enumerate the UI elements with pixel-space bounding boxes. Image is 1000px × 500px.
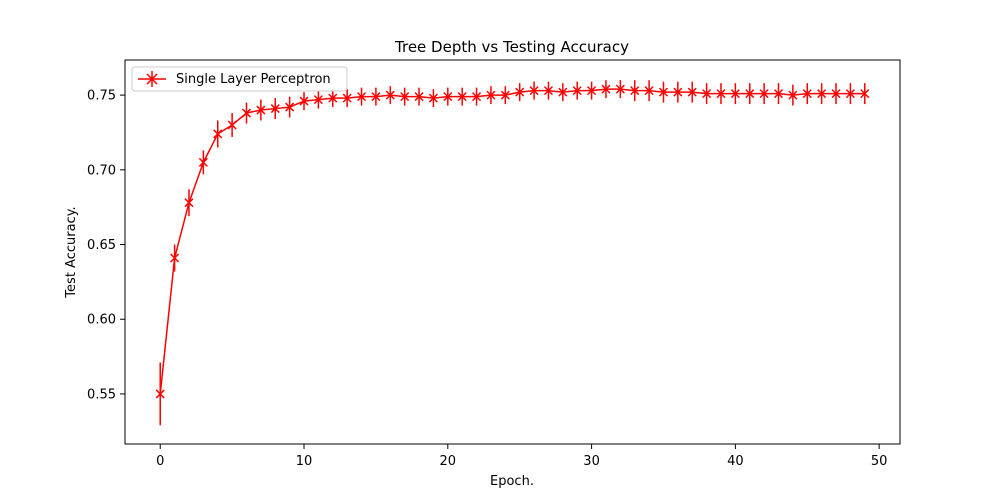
data-point-marker [788, 90, 798, 100]
data-point-marker [428, 93, 438, 103]
plot-area-frame [124, 59, 901, 445]
data-point-marker [673, 87, 683, 97]
data-point-marker [184, 198, 194, 208]
data-point-marker [486, 90, 496, 100]
data-point-marker [702, 89, 712, 99]
data-point-marker [515, 87, 525, 97]
data-point-marker [587, 86, 597, 96]
data-point-marker [414, 92, 424, 102]
y-tick-label: 0.55 [87, 387, 116, 402]
data-point-marker [155, 389, 165, 399]
data-point-marker [730, 89, 740, 99]
data-point-marker [170, 253, 180, 263]
x-axis: 0 10 20 30 40 50 [156, 444, 887, 469]
legend: Single Layer Perceptron [131, 66, 348, 92]
data-point-marker [472, 92, 482, 102]
data-point-marker [630, 86, 640, 96]
data-point-marker [615, 84, 625, 94]
data-point-marker [241, 108, 252, 118]
data-point-marker [356, 92, 367, 102]
series-layer [155, 80, 870, 426]
data-point-marker [500, 90, 510, 100]
data-point-marker [543, 86, 553, 96]
data-point-marker [716, 89, 726, 99]
x-tick-label: 30 [583, 454, 600, 469]
data-point-marker [198, 157, 208, 167]
series-line [159, 88, 865, 395]
y-tick-label: 0.60 [87, 313, 116, 328]
y-axis-label: Test Accuracy. [64, 206, 79, 298]
x-tick-label: 20 [440, 454, 457, 469]
y-axis: 0.55 0.60 0.65 0.70 0.75 [87, 89, 125, 402]
x-tick-label: 0 [156, 454, 164, 469]
data-point-marker [558, 87, 568, 97]
data-point-marker [529, 86, 539, 96]
x-tick-label: 10 [296, 454, 313, 469]
y-tick-label: 0.75 [87, 89, 116, 104]
data-point-marker [845, 89, 855, 99]
x-tick-label: 40 [727, 454, 744, 469]
data-point-marker [860, 89, 870, 99]
data-point-marker [601, 84, 611, 94]
data-point-marker [457, 92, 467, 102]
data-point-marker [759, 89, 769, 99]
data-point-marker [572, 86, 582, 96]
data-point-marker [227, 120, 237, 130]
data-point-marker [313, 95, 323, 105]
data-point-marker [817, 89, 827, 99]
x-axis-label: Epoch. [490, 474, 534, 489]
data-point-marker [443, 92, 453, 102]
legend-marker-swatch [146, 73, 158, 85]
data-point-marker [658, 87, 669, 97]
data-point-marker [773, 89, 784, 99]
data-point-marker [213, 129, 223, 139]
data-point-marker [644, 86, 654, 96]
data-point-marker [802, 89, 812, 99]
data-point-marker [371, 92, 381, 102]
data-point-marker [299, 96, 309, 106]
y-tick-label: 0.70 [87, 163, 116, 178]
legend-label: Single Layer Perceptron [176, 72, 331, 87]
data-point-marker [687, 87, 697, 97]
chart-title: Tree Depth vs Testing Accuracy [394, 38, 629, 56]
data-point-marker [285, 102, 295, 112]
data-point-marker [270, 104, 280, 114]
data-point-marker [831, 89, 841, 99]
data-point-marker [328, 93, 338, 103]
data-point-marker [400, 92, 410, 102]
data-point-marker [256, 105, 266, 115]
legend-box [131, 66, 348, 92]
x-tick-label: 50 [871, 454, 888, 469]
y-tick-label: 0.65 [87, 238, 116, 253]
data-point-marker [342, 93, 352, 103]
data-point-marker [385, 90, 395, 100]
data-point-marker [745, 89, 755, 99]
